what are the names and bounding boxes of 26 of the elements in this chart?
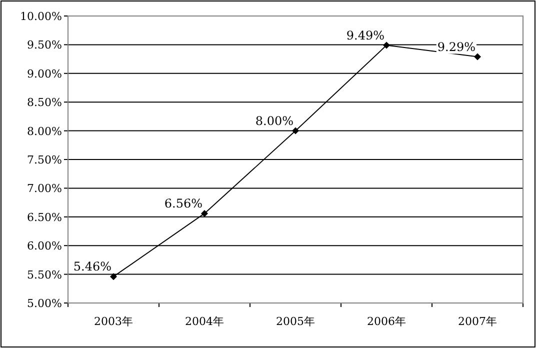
y-tick-label: 7.00% — [27, 182, 62, 196]
y-tick-label: 9.00% — [27, 67, 62, 80]
y-tick-label: 9.50% — [27, 38, 62, 52]
y-tick-label: 8.00% — [27, 124, 62, 138]
point — [474, 53, 481, 60]
data-label: 5.46% — [73, 260, 112, 274]
y-tick-label: 7.50% — [27, 154, 62, 166]
x-tick-label: 2003年 — [94, 315, 133, 328]
y-tick-label: 5.00% — [27, 297, 62, 310]
data-label: 8.00% — [255, 114, 294, 128]
y-tick-label: 5.50% — [27, 268, 62, 282]
point — [110, 273, 117, 280]
data-label: 9.49% — [346, 28, 384, 42]
x-tick-label: 2007年 — [458, 315, 497, 328]
data-label: 6.56% — [164, 196, 202, 210]
point — [201, 210, 208, 217]
x-tick-label: 2005年 — [276, 315, 315, 328]
data-label: 9.29% — [437, 40, 476, 54]
y-tick-label: 10.00% — [20, 10, 62, 23]
x-tick-label: 2006年 — [367, 315, 406, 328]
x-tick-label: 2004年 — [185, 315, 224, 328]
y-tick-label: 6.50% — [27, 210, 62, 224]
point — [383, 42, 390, 49]
y-tick-label: 6.00% — [27, 240, 62, 253]
point — [292, 127, 299, 134]
y-tick-label: 8.50% — [27, 96, 62, 110]
